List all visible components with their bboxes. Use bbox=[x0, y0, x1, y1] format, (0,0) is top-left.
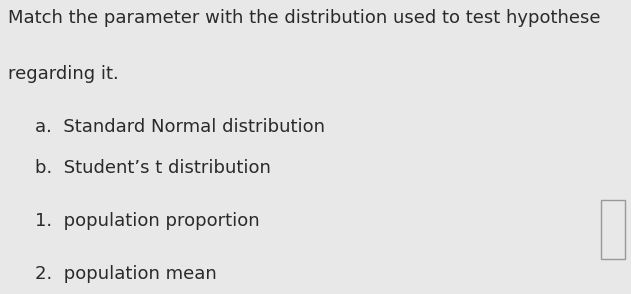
Text: 2.  population mean: 2. population mean bbox=[35, 265, 216, 283]
Text: 1.  population proportion: 1. population proportion bbox=[35, 212, 259, 230]
Text: b.  Student’s t distribution: b. Student’s t distribution bbox=[35, 159, 271, 177]
FancyBboxPatch shape bbox=[601, 200, 625, 259]
Text: regarding it.: regarding it. bbox=[8, 65, 119, 83]
Text: Match the parameter with the distribution used to test hypothese: Match the parameter with the distributio… bbox=[8, 9, 600, 27]
Text: a.  Standard Normal distribution: a. Standard Normal distribution bbox=[35, 118, 325, 136]
